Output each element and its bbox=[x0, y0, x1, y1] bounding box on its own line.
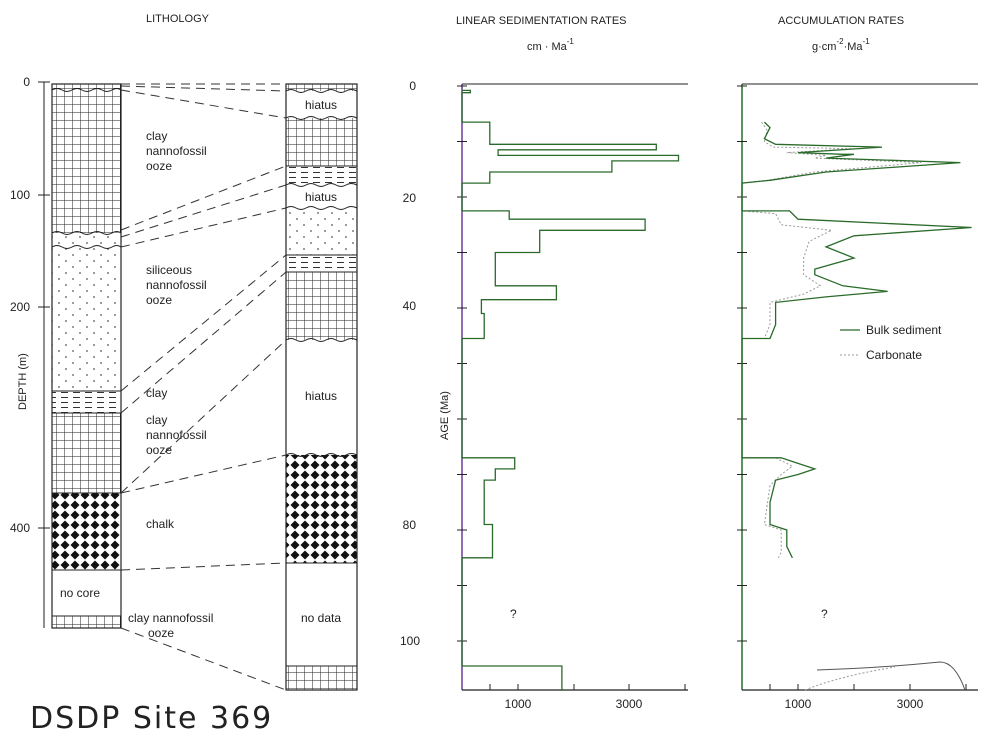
ar-unit: g·cm-2·Ma-1 bbox=[812, 37, 870, 53]
lsr-panel: 1000 3000 ? bbox=[457, 83, 688, 711]
label-siliceous-ooze: siliceous nannofossil ooze bbox=[146, 263, 207, 307]
label-clay: clay bbox=[146, 386, 167, 400]
depth-tick-400: 400 bbox=[10, 521, 30, 535]
label-clay-nanno-ooze-2: clay nannofossil ooze bbox=[146, 413, 207, 457]
bulk-tail-line bbox=[816, 661, 966, 691]
label-hiatus-1: hiatus bbox=[305, 98, 337, 112]
age-tick-80: 80 bbox=[403, 518, 417, 532]
lsr-xtick-1000: 1000 bbox=[505, 697, 532, 711]
lithology-header: LITHOLOGY bbox=[146, 13, 210, 25]
lsr-unit: cm · Ma-1 bbox=[527, 37, 574, 53]
age-tick-0: 0 bbox=[409, 79, 416, 93]
legend-carbonate-label: Carbonate bbox=[866, 348, 922, 362]
carbonate-series-line bbox=[741, 121, 922, 559]
age-column-labels: hiatus hiatus hiatus no data bbox=[301, 98, 341, 625]
age-axis-label: AGE (Ma) bbox=[439, 391, 451, 440]
ar-header: ACCUMULATION RATES bbox=[778, 15, 904, 27]
site-title: DSDP Site 369 bbox=[30, 701, 273, 732]
ar-question-mark: ? bbox=[821, 607, 828, 621]
label-hiatus-2: hiatus bbox=[305, 190, 337, 204]
label-no-data: no data bbox=[301, 611, 341, 625]
label-clay-nanno-ooze-1: clay nannofossil ooze bbox=[146, 129, 207, 173]
label-no-core: no core bbox=[60, 586, 100, 600]
age-tick-20: 20 bbox=[403, 191, 417, 205]
age-axis: 0 20 40 80 100 AGE (Ma) bbox=[400, 79, 451, 648]
lsr-x-ticks bbox=[489, 684, 686, 690]
depth-axis: 0 100 200 400 DEPTH (m) bbox=[10, 75, 50, 628]
ar-xtick-1000: 1000 bbox=[785, 697, 812, 711]
depth-axis-label: DEPTH (m) bbox=[17, 353, 29, 410]
lsr-series-line bbox=[461, 89, 680, 691]
correlation-lines bbox=[120, 83, 287, 691]
lsr-question-mark: ? bbox=[510, 607, 517, 621]
depth-tick-200: 200 bbox=[10, 300, 30, 314]
age-tick-100: 100 bbox=[400, 634, 420, 648]
age-lithology-column bbox=[285, 83, 358, 691]
depth-tick-0: 0 bbox=[23, 75, 30, 89]
age-tick-40: 40 bbox=[403, 299, 417, 313]
depth-lithology-column bbox=[51, 83, 122, 629]
ar-x-ticks bbox=[769, 684, 967, 690]
lsr-xtick-3000: 3000 bbox=[616, 697, 643, 711]
legend-bulk-label: Bulk sediment bbox=[866, 323, 942, 337]
ar-xtick-3000: 3000 bbox=[897, 697, 924, 711]
label-clay-nanno-ooze-3: clay nannofossil ooze bbox=[128, 611, 213, 640]
depth-tick-100: 100 bbox=[10, 188, 30, 202]
bulk-sediment-series-line bbox=[741, 121, 972, 559]
lsr-header: LINEAR SEDIMENTATION RATES bbox=[456, 15, 627, 27]
depth-column-labels: clay nannofossil ooze siliceous nannofossil… bbox=[60, 129, 213, 640]
ar-panel: 1000 3000 ? Bulk sediment Carbonate bbox=[737, 83, 978, 711]
label-chalk: chalk bbox=[146, 517, 175, 531]
label-hiatus-3: hiatus bbox=[305, 389, 337, 403]
